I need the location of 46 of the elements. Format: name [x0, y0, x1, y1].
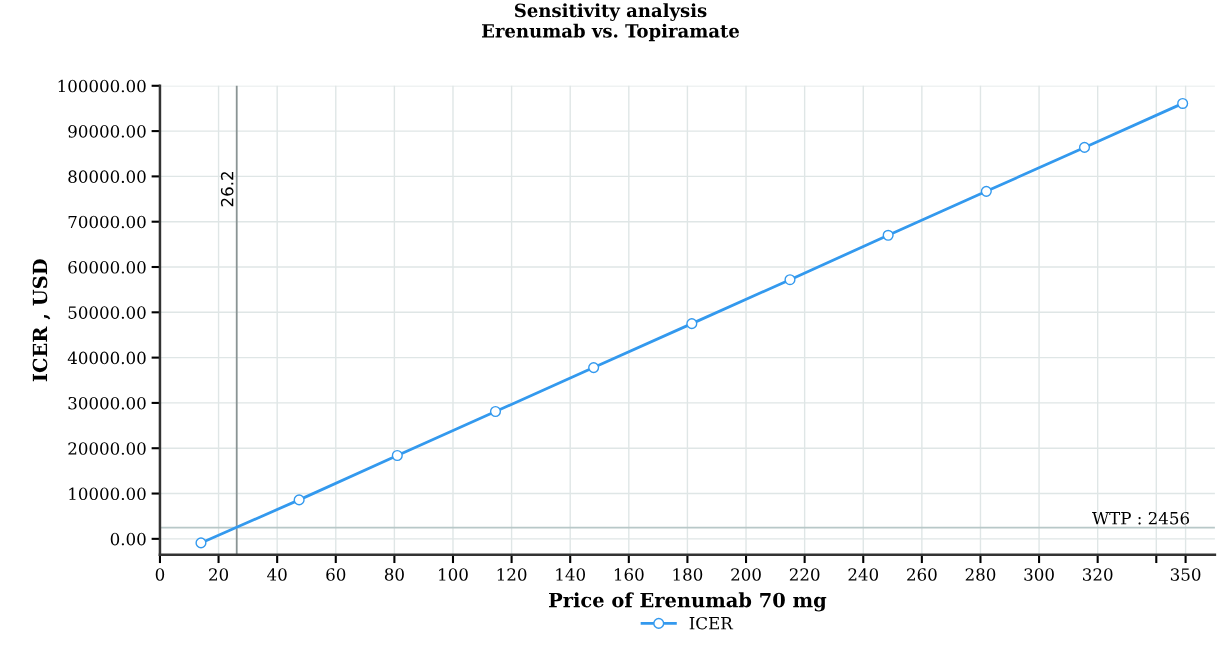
- x-tick-label: 220: [789, 568, 820, 581]
- y-tick-label: 80000.00: [68, 170, 146, 183]
- point: [489, 405, 502, 418]
- x-tick-label: 300: [1024, 568, 1054, 581]
- y-tick-label: 10000.00: [69, 487, 146, 501]
- x-tick-label: 200: [731, 568, 761, 581]
- x-tick-label: 320: [1083, 568, 1113, 581]
- x-tick-label: 180: [673, 568, 703, 581]
- y-tick-label: 70000.00: [68, 215, 146, 229]
- x-tick-label: 260: [907, 568, 937, 581]
- x-tick-label: 20: [209, 568, 229, 581]
- x-tick-label: 240: [848, 568, 879, 581]
- legend-label: ICER: [689, 616, 734, 630]
- x-tick-label: 60: [326, 568, 346, 581]
- point: [882, 229, 894, 241]
- x-tick-label: 140: [556, 568, 586, 581]
- chart-title: Sensitivity analysis Erenumab vs. Topiramate: [482, 3, 740, 42]
- y-tick-label: 40000.00: [67, 351, 146, 365]
- point: [293, 494, 305, 506]
- y-tick-label: 0.00: [110, 532, 146, 546]
- y-tick-label: 50000.00: [68, 306, 146, 319]
- point: [1078, 141, 1091, 153]
- point: [686, 318, 698, 330]
- x-tick-label: 80: [384, 568, 404, 581]
- point: [1177, 97, 1189, 110]
- y-tick-label: 30000.00: [68, 396, 146, 410]
- point: [195, 537, 207, 549]
- x-tick-label: 120: [497, 568, 527, 581]
- x-axis-title: Price of Erenumab 70 mg: [549, 592, 827, 612]
- y-tick-label: 20000.00: [68, 442, 146, 455]
- point: [391, 449, 403, 462]
- x-tick-label: 100: [439, 568, 468, 581]
- ref-line-label: WTP : 2456: [1092, 511, 1190, 525]
- point: [784, 274, 796, 286]
- point: [588, 362, 600, 374]
- x-tick-label: 0: [155, 568, 165, 581]
- x-tick-label: 350: [1170, 568, 1201, 581]
- y-tick-label: 100000.00: [58, 79, 146, 93]
- point: [980, 185, 992, 197]
- y-axis-title: ICER , USD: [32, 259, 51, 382]
- y-tick-label: 90000.00: [68, 125, 146, 138]
- x-tick-label: 40: [267, 568, 287, 581]
- y-tick-label: 60000.00: [68, 260, 146, 274]
- x-tick-label: 280: [965, 568, 996, 581]
- ref-line-label: 26.2: [220, 172, 234, 207]
- x-tick-label: 160: [614, 568, 644, 581]
